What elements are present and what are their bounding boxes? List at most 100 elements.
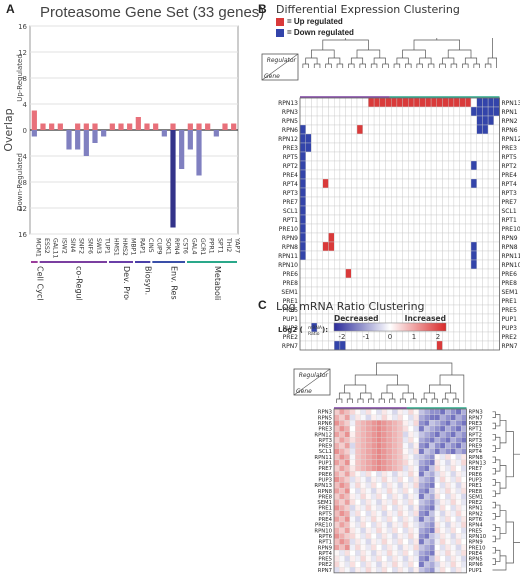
heatmap-cell: [322, 151, 329, 162]
heatmap-cell: [396, 124, 403, 135]
legend-up-label: = Up regulated: [287, 17, 343, 26]
heatmap-cell: [423, 448, 430, 455]
heatmap-cell: [461, 448, 467, 455]
heatmap-cell: [370, 408, 377, 415]
heatmap-cell: [429, 414, 435, 421]
heatmap-cell: [370, 533, 377, 540]
heatmap-cell: [365, 544, 372, 551]
heatmap-cell: [376, 431, 382, 438]
heatmap-cell: [373, 205, 380, 216]
bar-up: [118, 123, 124, 130]
heatmap-cell: [370, 442, 377, 449]
heatmap-cell: [418, 510, 425, 517]
heatmap-cell: [470, 106, 477, 117]
heatmap-cell: [345, 151, 352, 162]
heatmap-cell: [322, 277, 329, 288]
heatmap-cell: [376, 527, 382, 534]
heatmap-cell: [482, 124, 489, 135]
heatmap-cell: [370, 482, 377, 489]
heatmap-cell: [379, 286, 386, 297]
heatmap-cell: [476, 115, 483, 126]
heatmap-cell: [311, 277, 318, 288]
heatmap-cell: [328, 277, 335, 288]
heatmap-cell: [305, 115, 312, 126]
heatmap-cell: [459, 142, 466, 153]
heatmap-cell: [442, 115, 449, 126]
heatmap-cell: [396, 196, 403, 207]
dendrogram-branch: [492, 38, 493, 58]
dendrogram-branch: [359, 63, 366, 68]
heatmap-cell: [351, 214, 358, 225]
heatmap-cell: [349, 516, 356, 523]
heatmap-cell: [455, 516, 462, 523]
heatmap-cell: [370, 465, 377, 472]
heatmap-cell: [390, 115, 398, 126]
heatmap-cell: [459, 133, 466, 144]
heatmap-cell: [386, 420, 393, 427]
heatmap-cell: [418, 448, 425, 455]
heatmap-cell: [365, 408, 372, 415]
heatmap-cell: [356, 133, 363, 144]
heatmap-cell: [430, 151, 438, 162]
heatmap-cell: [360, 510, 366, 517]
heatmap-cell: [402, 499, 409, 506]
heatmap-cell: [362, 124, 369, 135]
heatmap-cell: [436, 241, 443, 252]
heatmap-cell: [392, 521, 398, 528]
heatmap-cell: [465, 250, 472, 261]
row-label-right: RPN9: [502, 235, 518, 242]
heatmap-cell: [370, 544, 377, 551]
heatmap-cell: [434, 538, 441, 545]
heatmap-cell: [392, 414, 398, 421]
heatmap-cell: [349, 459, 356, 466]
heatmap-cell: [349, 454, 356, 460]
heatmap-cell: [385, 250, 392, 261]
heatmap-cell: [445, 567, 451, 573]
heatmap-cell: [482, 133, 489, 144]
heatmap-cell: [434, 448, 441, 455]
heatmap-cell: [402, 196, 409, 207]
heatmap-cell: [423, 408, 430, 415]
heatmap-cell: [344, 414, 351, 421]
heatmap-cell: [349, 487, 356, 494]
heatmap-cell: [447, 241, 455, 252]
row-label-left: PUP1: [283, 316, 299, 323]
heatmap-cell: [345, 115, 352, 126]
row-label-right: RPT4: [469, 449, 483, 455]
heatmap-cell: [355, 448, 361, 455]
heatmap-cell: [381, 499, 388, 506]
heatmap-cell: [459, 232, 466, 243]
heatmap-cell: [447, 106, 455, 117]
heatmap-cell: [356, 250, 363, 261]
heatmap-cell: [450, 538, 457, 545]
x-tick-label: MBP1: [130, 238, 137, 255]
heatmap-cell: [450, 533, 457, 540]
heatmap-cell: [349, 550, 356, 557]
heatmap-cell: [345, 205, 352, 216]
heatmap-cell: [425, 196, 432, 207]
heatmap-cell: [425, 205, 432, 216]
heatmap-cell: [386, 448, 393, 455]
heatmap-cell: [434, 533, 441, 540]
heatmap-cell: [392, 527, 398, 534]
heatmap-cell: [351, 169, 358, 180]
y-lower-label: Down-Regulated: [16, 153, 24, 211]
heatmap-cell: [328, 178, 335, 189]
heatmap-cell: [423, 544, 430, 551]
heatmap-cell: [333, 448, 340, 455]
heatmap-cell: [419, 250, 426, 261]
heatmap-cell: [413, 414, 419, 421]
heatmap-cell: [376, 504, 382, 511]
heatmap-cell: [362, 232, 369, 243]
heatmap-cell: [299, 286, 306, 297]
heatmap-cell: [470, 214, 477, 225]
heatmap-cell: [333, 259, 341, 270]
row-label-left: PRE4: [318, 517, 332, 523]
heatmap-cell: [360, 521, 366, 528]
heatmap-cell: [423, 437, 430, 444]
heatmap-cell: [445, 487, 451, 494]
heatmap-cell: [360, 408, 366, 415]
heatmap-cell: [299, 259, 306, 270]
heatmap-cell: [349, 504, 356, 511]
heatmap-cell: [470, 97, 477, 108]
